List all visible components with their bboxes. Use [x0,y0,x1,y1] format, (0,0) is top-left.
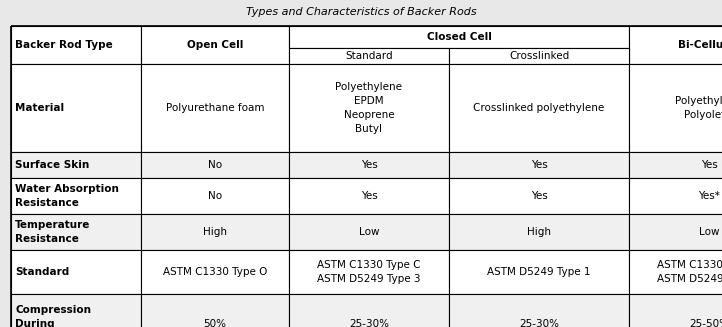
Text: 25-30%: 25-30% [349,319,389,327]
Text: Yes: Yes [531,191,547,201]
Text: Open Cell: Open Cell [187,40,243,50]
Text: No: No [208,191,222,201]
Text: ASTM C1330 Type C
ASTM D5249 Type 3: ASTM C1330 Type C ASTM D5249 Type 3 [317,260,421,284]
Bar [629,250,722,294]
Text: 25-30%: 25-30% [519,319,559,327]
Bar [629,64,722,152]
Bar [289,294,449,327]
Text: Bi-Cellular: Bi-Cellular [679,40,722,50]
Bar [11,294,141,327]
Bar [141,26,289,64]
Bar [11,64,141,152]
Text: High: High [527,227,551,237]
Text: 50%: 50% [204,319,227,327]
Bar [289,64,449,152]
Text: Yes: Yes [360,191,378,201]
Bar [141,250,289,294]
Bar [289,152,449,178]
Text: Low: Low [359,227,379,237]
Bar [449,214,629,250]
Bar [141,294,289,327]
Bar [629,294,722,327]
Bar [289,250,449,294]
Bar [629,178,722,214]
Bar [449,178,629,214]
Text: Closed Cell: Closed Cell [427,32,492,42]
Text: ASTM D5249 Type 1: ASTM D5249 Type 1 [487,267,591,277]
Text: Backer Rod Type: Backer Rod Type [15,40,113,50]
Text: Polyethylene
EPDM
Neoprene
Butyl: Polyethylene EPDM Neoprene Butyl [336,82,402,134]
Bar [11,178,141,214]
Text: Yes*: Yes* [698,191,720,201]
Bar [289,26,629,48]
Text: Surface Skin: Surface Skin [15,160,90,170]
Text: Standard: Standard [15,267,69,277]
Bar [11,214,141,250]
Bar [141,178,289,214]
Bar [141,214,289,250]
Bar [449,294,629,327]
Text: High: High [203,227,227,237]
Bar [141,64,289,152]
Bar [449,48,629,64]
Text: Water Absorption
Resistance: Water Absorption Resistance [15,184,119,208]
Text: Yes: Yes [700,160,718,170]
Bar [629,214,722,250]
Bar [289,178,449,214]
Bar [449,250,629,294]
Text: ASTM C1330 Type B
ASTM D5249 Type 3: ASTM C1330 Type B ASTM D5249 Type 3 [657,260,722,284]
Text: Types and Characteristics of Backer Rods: Types and Characteristics of Backer Rods [245,7,477,17]
Text: Compression
During
Installation: Compression During Installation [15,305,91,327]
Text: Yes: Yes [531,160,547,170]
Text: Yes: Yes [360,160,378,170]
Bar [141,152,289,178]
Text: Standard: Standard [345,51,393,61]
Text: No: No [208,160,222,170]
Bar [289,214,449,250]
Bar [449,152,629,178]
Text: 25-50%: 25-50% [689,319,722,327]
Text: Crosslinked: Crosslinked [509,51,569,61]
Bar [289,48,449,64]
Bar [11,26,141,64]
Text: Crosslinked polyethylene: Crosslinked polyethylene [474,103,604,113]
Bar [449,64,629,152]
Text: Material: Material [15,103,64,113]
Bar [629,26,722,64]
Text: Low: Low [699,227,719,237]
Bar [11,250,141,294]
Text: ASTM C1330 Type O: ASTM C1330 Type O [163,267,267,277]
Text: Polyurethane foam: Polyurethane foam [166,103,264,113]
Text: Temperature
Resistance: Temperature Resistance [15,220,90,244]
Bar [11,152,141,178]
Bar [629,152,722,178]
Text: Polyethylene
Polyolefin: Polyethylene Polyolefin [676,96,722,120]
